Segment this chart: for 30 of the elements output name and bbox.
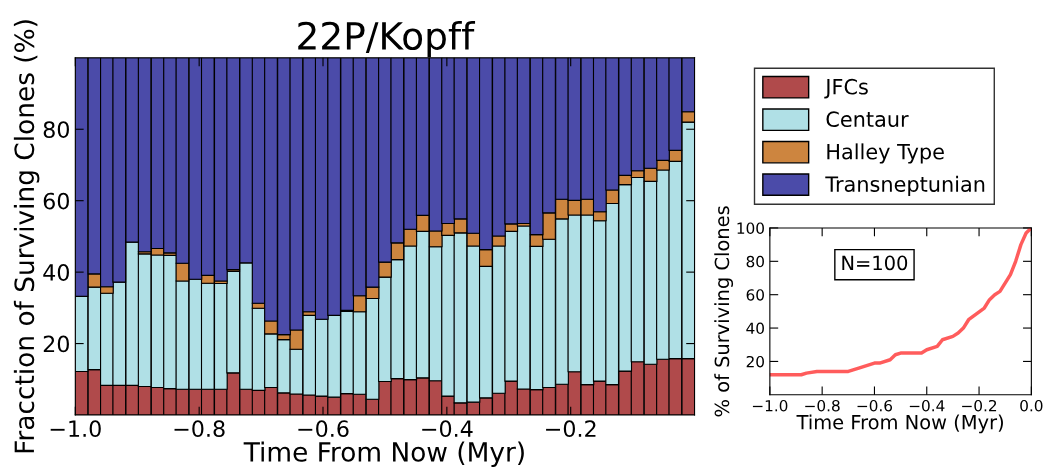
y-tick-label: 60 <box>746 289 764 301</box>
x-axis-title: Time From Now (Myr) <box>796 414 1003 434</box>
x-tick-label: −0.6 <box>298 420 349 438</box>
chart-title: 22P/Kopff <box>298 20 476 58</box>
x-tick-label: −0.8 <box>805 399 840 412</box>
legend-label: Halley Type <box>827 143 944 164</box>
y-tick-label: 80 <box>746 255 764 268</box>
y-tick-label: 100 <box>737 222 764 234</box>
x-tick-label: −0.2 <box>546 420 596 438</box>
annotation: N=100 <box>842 255 908 271</box>
y-tick-label: 40 <box>43 264 69 281</box>
x-tick-label: −0.8 <box>174 420 225 438</box>
y-tick-label: 40 <box>746 322 764 335</box>
y-axis-title: % of Surviving Clones <box>714 206 734 417</box>
x-tick-label: −0.2 <box>962 399 997 412</box>
y-axis-title: Fracction of Surviving Clones (%) <box>13 20 40 453</box>
x-tick-label: −0.4 <box>422 420 473 438</box>
legend-label: Transneptunian <box>825 175 985 196</box>
x-tick-label: −1.0 <box>50 420 101 438</box>
y-tick-label: 60 <box>43 192 69 210</box>
legend-label: JFCs <box>824 78 868 99</box>
legend-label: Centaur <box>826 111 909 128</box>
x-tick-label: −0.4 <box>909 399 945 412</box>
y-tick-label: 80 <box>43 121 69 139</box>
x-tick-label: −0.6 <box>857 399 893 412</box>
x-axis-title: Time From Now (Myr) <box>243 441 524 467</box>
x-tick-label: −1.0 <box>752 399 788 412</box>
x-tick-label: 0.0 <box>1020 399 1043 412</box>
y-tick-label: 20 <box>746 355 764 368</box>
y-tick-label: 20 <box>43 335 69 353</box>
